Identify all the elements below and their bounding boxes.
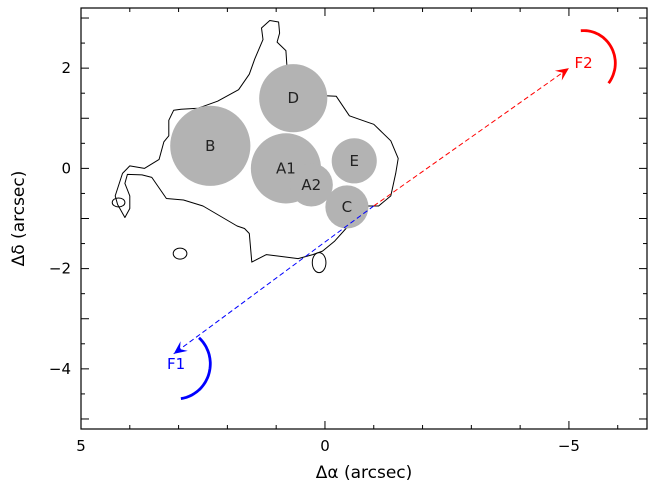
x-tick-label: 0 — [320, 437, 330, 455]
component-e-label: E — [349, 152, 358, 170]
arrow-f1-head — [173, 341, 188, 354]
component-b-circle — [170, 105, 251, 186]
x-axis-label: Δα (arcsec) — [316, 463, 413, 483]
arrow-f2-arc — [580, 29, 617, 85]
x-tick-label: 5 — [76, 437, 86, 455]
arrow-f1-dashed-line — [173, 205, 375, 355]
arrow-f2-head — [554, 68, 569, 81]
arrow-f2-label: F2 — [574, 54, 592, 72]
component-d-label: D — [287, 89, 299, 107]
ticks-layer: 5 0 −5 2 0 −2 −4 — [49, 8, 647, 455]
component-e-circle — [331, 138, 377, 184]
y-tick-label: 2 — [61, 59, 71, 77]
component-c-label: C — [342, 198, 352, 216]
arrows-layer: F2 F1 — [167, 29, 617, 400]
contour-island — [172, 247, 188, 260]
y-axis-label: Δδ (arcsec) — [9, 171, 29, 267]
contour-island — [311, 252, 327, 274]
y-tick-label: −2 — [49, 260, 71, 278]
y-tick-label: −4 — [49, 360, 71, 378]
component-a2-label: A2 — [301, 176, 321, 194]
arrow-f1-arc — [180, 336, 212, 400]
component-d-circle — [259, 64, 328, 133]
arrow-f2-dashed-line — [373, 67, 570, 207]
component-a2-circle — [289, 163, 333, 207]
contour-island — [111, 197, 126, 208]
component-b-label: B — [205, 137, 215, 155]
x-tick-label: −5 — [558, 437, 580, 455]
components-layer: B D A1 A2 E C — [170, 64, 377, 229]
y-tick-label: 0 — [61, 159, 71, 177]
component-a1-label: A1 — [276, 159, 296, 177]
arrow-f1-label: F1 — [167, 355, 185, 373]
